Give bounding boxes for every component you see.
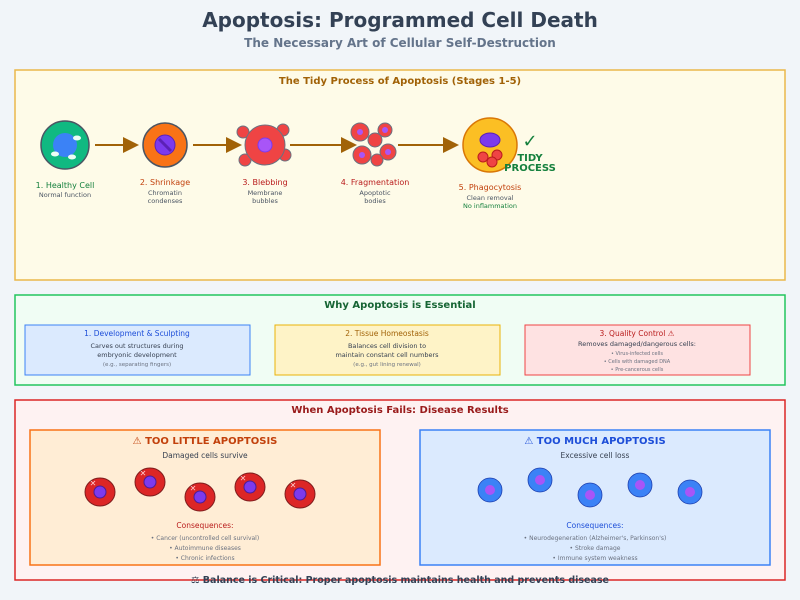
- card-text: Removes damaged/dangerous cells:: [578, 340, 696, 348]
- too-much-panel: ⚠ TOO MUCH APOPTOSIS Excessive cell loss…: [419, 429, 771, 566]
- stage-label: 1. Healthy Cell: [36, 181, 95, 190]
- stage-label: 5. Phagocytosis: [459, 183, 522, 192]
- damaged-cell-icon: ✕: [134, 467, 166, 497]
- footer-note: ⚖ Balance is Critical: Proper apoptosis …: [191, 575, 609, 586]
- process-label: PROCESS: [504, 163, 556, 174]
- card-text: embryonic development: [97, 351, 177, 359]
- stage-desc: Normal function: [39, 191, 91, 199]
- card-title: 3. Quality Control ⚠: [600, 329, 675, 338]
- fails-heading: When Apoptosis Fails: Disease Results: [291, 405, 508, 416]
- panel-subtitle: Damaged cells survive: [162, 451, 248, 460]
- stage-desc: Clean removal: [467, 194, 514, 202]
- damaged-cells: ✕ ✕ ✕ ✕ ✕: [84, 467, 316, 512]
- stage-desc: condenses: [148, 197, 183, 205]
- consequence-item: • Immune system weakness: [552, 555, 637, 562]
- blebbing-cell-icon: [236, 123, 292, 167]
- stage-label: 4. Fragmentation: [341, 178, 410, 187]
- panel-title: ⚠ TOO MUCH APOPTOSIS: [524, 436, 665, 447]
- card-homeostasis: 2. Tissue Homeostasis Balances cell divi…: [274, 324, 501, 376]
- card-text: Carves out structures during: [90, 342, 183, 350]
- lost-cells: [477, 467, 703, 508]
- essential-heading: Why Apoptosis is Essential: [324, 300, 475, 311]
- card-quality-control: 3. Quality Control ⚠ Removes damaged/dan…: [524, 324, 751, 376]
- consequence-item: • Neurodegeneration (Alzheimer's, Parkin…: [524, 535, 667, 542]
- consequence-item: • Cancer (uncontrolled cell survival): [151, 535, 259, 542]
- healthy-cell-icon: [40, 120, 90, 170]
- card-note: (e.g., separating fingers): [103, 362, 171, 368]
- panel-title: ⚠ TOO LITTLE APOPTOSIS: [133, 436, 278, 447]
- process-heading: The Tidy Process of Apoptosis (Stages 1-…: [279, 76, 521, 87]
- card-title: 1. Development & Sculpting: [84, 329, 190, 338]
- lost-cell-icon: [527, 467, 553, 493]
- svg-text:✕: ✕: [140, 469, 147, 478]
- essential-section: Why Apoptosis is Essential 1. Developmen…: [14, 294, 786, 386]
- check-icon: ✓: [522, 131, 537, 152]
- card-title: 2. Tissue Homeostasis: [345, 329, 429, 338]
- fragmentation-icon: [350, 122, 397, 167]
- shrinking-cell-icon: [142, 122, 188, 168]
- lost-cell-icon: [677, 479, 703, 505]
- consequence-item: • Chronic infections: [175, 555, 234, 562]
- stage-labels: 1. Healthy Cell Normal function 2. Shrin…: [36, 178, 522, 210]
- card-text: Balances cell division to: [348, 342, 426, 350]
- svg-text:✕: ✕: [240, 474, 247, 483]
- too-little-panel: ⚠ TOO LITTLE APOPTOSIS Damaged cells sur…: [29, 429, 381, 566]
- fails-section: When Apoptosis Fails: Disease Results ⚠ …: [14, 399, 786, 581]
- page-subtitle: The Necessary Art of Cellular Self-Destr…: [244, 36, 556, 50]
- consequence-item: • Stroke damage: [570, 545, 621, 552]
- card-text: maintain constant cell numbers: [335, 351, 439, 359]
- lost-cell-icon: [577, 482, 603, 508]
- svg-text:✕: ✕: [90, 479, 97, 488]
- stage-desc: Apoptotic: [359, 189, 391, 197]
- process-section: The Tidy Process of Apoptosis (Stages 1-…: [14, 69, 786, 281]
- consequences-label: Consequences:: [566, 521, 623, 530]
- card-note: • Pre-cancerous cells: [611, 367, 664, 373]
- lost-cell-icon: [477, 477, 503, 503]
- page-title: Apoptosis: Programmed Cell Death: [202, 8, 598, 32]
- phagocyte-icon: [462, 117, 518, 173]
- consequence-item: • Autoimmune diseases: [169, 545, 241, 552]
- damaged-cell-icon: ✕: [234, 472, 266, 502]
- damaged-cell-icon: ✕: [184, 482, 216, 512]
- card-development: 1. Development & Sculpting Carves out st…: [24, 324, 251, 376]
- card-note: • Virus-infected cells: [611, 351, 663, 357]
- stage-desc: bodies: [364, 197, 386, 205]
- svg-text:✕: ✕: [190, 484, 197, 493]
- damaged-cell-icon: ✕: [284, 479, 316, 509]
- stage-label: 2. Shrinkage: [140, 178, 190, 187]
- consequences-label: Consequences:: [176, 521, 233, 530]
- card-note: • Cells with damaged DNA: [604, 359, 671, 365]
- svg-text:✕: ✕: [290, 481, 297, 490]
- stage-label: 3. Blebbing: [242, 178, 287, 187]
- lost-cell-icon: [627, 472, 653, 498]
- stage-desc: Membrane: [248, 189, 283, 197]
- tidy-label: TIDY: [517, 153, 543, 164]
- card-note: (e.g., gut lining renewal): [353, 362, 421, 368]
- stage-desc: bubbles: [252, 197, 278, 205]
- panel-subtitle: Excessive cell loss: [561, 451, 630, 460]
- damaged-cell-icon: ✕: [84, 477, 116, 507]
- stage-desc: No inflammation: [463, 202, 517, 210]
- stage-desc: Chromatin: [148, 189, 182, 197]
